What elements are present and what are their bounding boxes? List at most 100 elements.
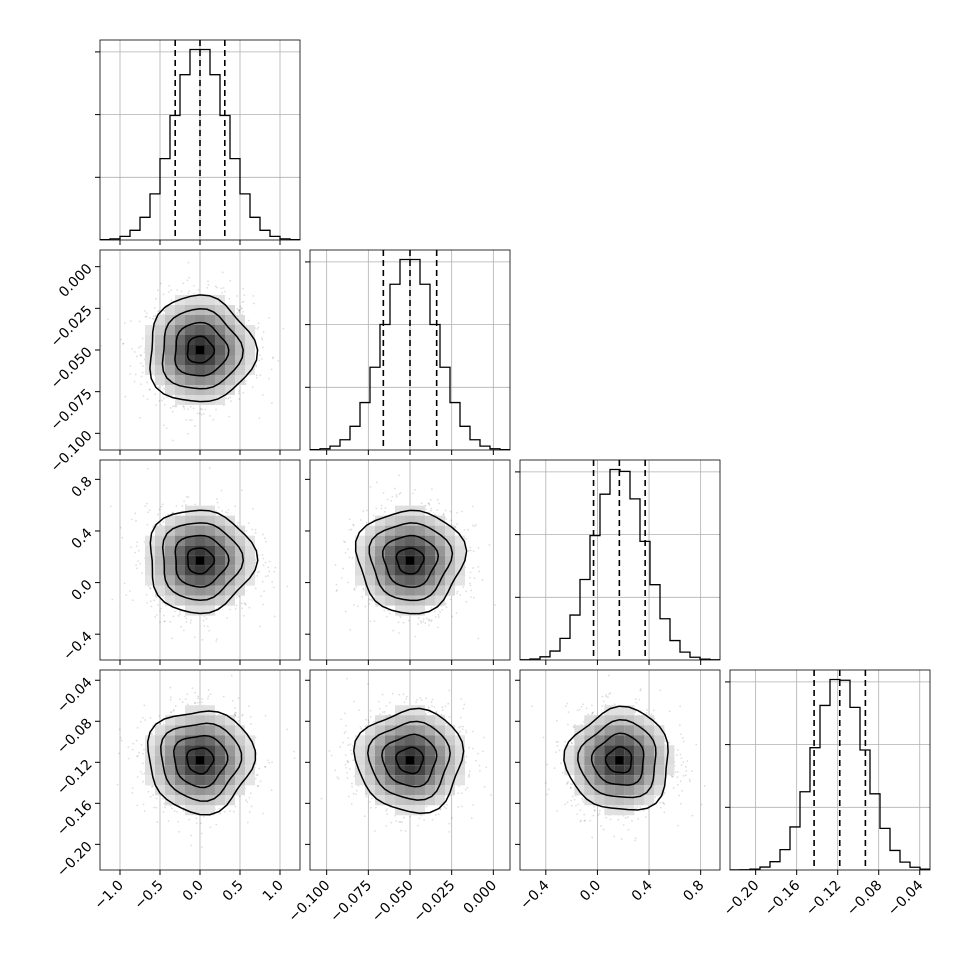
density-cell bbox=[145, 555, 155, 566]
sample-point bbox=[146, 523, 149, 526]
density-cell bbox=[185, 345, 195, 355]
sample-point bbox=[188, 290, 191, 293]
sample-point bbox=[255, 364, 257, 366]
sample-point bbox=[156, 289, 159, 292]
sample-point bbox=[136, 541, 139, 544]
density-cell bbox=[225, 595, 235, 606]
sample-point bbox=[430, 509, 432, 512]
sample-point bbox=[121, 536, 124, 539]
sample-point bbox=[202, 412, 205, 415]
sample-point bbox=[444, 509, 447, 512]
sample-point bbox=[207, 280, 209, 283]
density-cell bbox=[175, 325, 185, 335]
sample-point bbox=[183, 408, 186, 410]
sample-point bbox=[477, 546, 480, 549]
sample-point bbox=[237, 310, 240, 312]
sample-point bbox=[429, 498, 432, 501]
sample-point bbox=[190, 619, 193, 622]
density-cell bbox=[155, 545, 165, 556]
density-cell bbox=[205, 355, 215, 365]
sample-point bbox=[134, 373, 137, 376]
density-cell bbox=[405, 515, 415, 526]
sample-point bbox=[362, 589, 365, 591]
contour-2 bbox=[174, 534, 230, 588]
sample-point bbox=[148, 388, 151, 391]
density-cell bbox=[165, 385, 175, 395]
density-cell bbox=[415, 595, 425, 606]
sample-point bbox=[375, 507, 378, 510]
density-cell bbox=[455, 545, 465, 556]
sample-point bbox=[193, 636, 196, 639]
sample-point bbox=[384, 507, 387, 509]
sample-point bbox=[244, 603, 247, 606]
sample-point bbox=[157, 386, 160, 389]
sample-point bbox=[442, 513, 445, 516]
density-cell bbox=[145, 545, 155, 556]
sample-point bbox=[256, 784, 259, 787]
density-cell bbox=[415, 575, 425, 586]
density-cell bbox=[225, 355, 235, 365]
density-cell bbox=[355, 535, 365, 546]
density-cell bbox=[385, 525, 395, 536]
density-cell bbox=[235, 555, 245, 566]
density-cell bbox=[405, 585, 415, 596]
sample-point bbox=[470, 596, 472, 599]
sample-point bbox=[258, 359, 261, 362]
sample-point bbox=[161, 384, 164, 387]
sample-point bbox=[129, 373, 132, 375]
sample-point bbox=[135, 355, 138, 358]
density-cell bbox=[195, 545, 205, 556]
sample-point bbox=[411, 492, 414, 495]
sample-point bbox=[186, 279, 189, 282]
sample-point bbox=[141, 752, 144, 755]
sample-point bbox=[254, 532, 257, 534]
sample-point bbox=[257, 554, 260, 557]
sample-point bbox=[347, 581, 349, 584]
sample-point bbox=[162, 293, 165, 296]
sample-point bbox=[154, 595, 157, 598]
sample-point bbox=[258, 570, 261, 573]
density-cell bbox=[415, 585, 425, 596]
sample-point bbox=[352, 523, 355, 526]
density-cell bbox=[355, 555, 365, 566]
sample-point bbox=[247, 319, 250, 322]
sample-point bbox=[159, 610, 161, 612]
density-cell bbox=[415, 565, 425, 576]
sample-point bbox=[445, 518, 448, 520]
density-cell bbox=[205, 545, 215, 556]
sample-point bbox=[427, 624, 430, 627]
density-cell bbox=[165, 355, 175, 365]
density-cell bbox=[235, 575, 245, 586]
density-cell bbox=[185, 515, 195, 526]
sample-point bbox=[273, 570, 276, 573]
density-cell bbox=[405, 525, 415, 536]
sample-point bbox=[336, 589, 338, 591]
sample-point bbox=[215, 510, 218, 513]
sample-point bbox=[215, 640, 218, 643]
sample-point bbox=[240, 313, 243, 316]
density-cell bbox=[455, 535, 465, 546]
sample-point bbox=[137, 560, 139, 562]
sample-point bbox=[254, 736, 257, 739]
sample-point bbox=[257, 322, 260, 325]
density-cell bbox=[425, 555, 435, 566]
sample-point bbox=[175, 405, 177, 408]
sample-point bbox=[264, 561, 267, 564]
density-cell bbox=[235, 365, 245, 375]
density-cell bbox=[415, 545, 425, 556]
density-cell bbox=[165, 365, 175, 375]
density-cell bbox=[185, 525, 195, 536]
contour-1 bbox=[368, 522, 454, 602]
sample-point bbox=[162, 595, 165, 598]
sample-point bbox=[255, 376, 258, 379]
sample-point bbox=[262, 533, 264, 536]
sample-point bbox=[239, 305, 242, 308]
sample-point bbox=[240, 307, 243, 310]
density-cell bbox=[185, 555, 195, 566]
density-cell bbox=[425, 525, 435, 536]
density-cell bbox=[415, 525, 425, 536]
density-cell bbox=[175, 395, 185, 405]
sample-point bbox=[477, 637, 480, 640]
density-cell bbox=[395, 525, 405, 536]
density-cell bbox=[445, 545, 455, 556]
